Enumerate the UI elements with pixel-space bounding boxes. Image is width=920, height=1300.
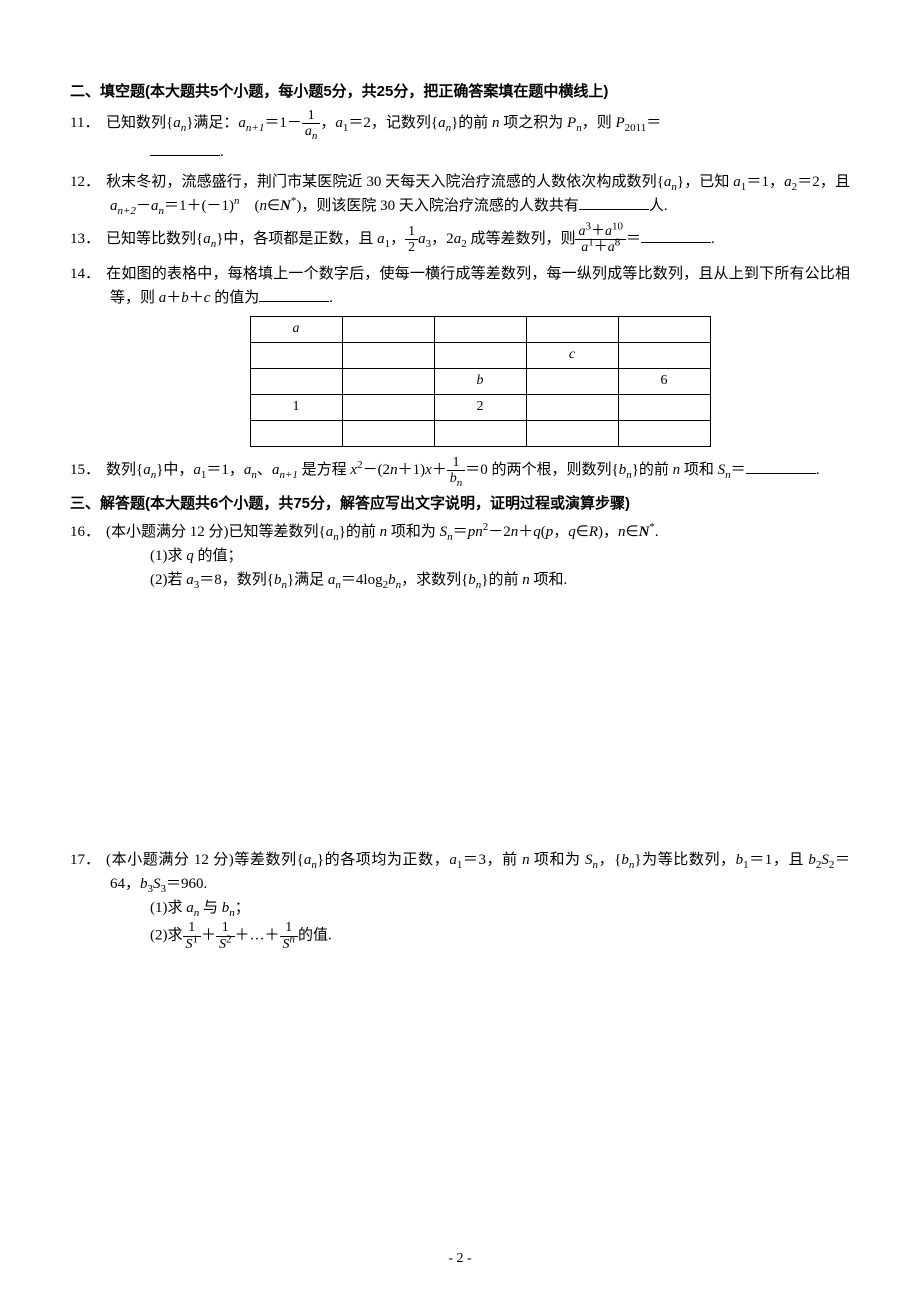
cell-r3c0: 1 [250, 394, 342, 420]
workspace-gap [70, 598, 850, 848]
q17-sub2: (2)求1S1＋1S2＋…＋1Sn的值. [110, 920, 850, 952]
problem-16: 16．(本小题满分 12 分)已知等差数列{an}的前 n 项和为 Sn＝pn2… [70, 520, 850, 592]
section-2-title: 二、填空题(本大题共5个小题，每小题5分，共25分，把正确答案填在题中横线上) [70, 80, 850, 104]
q16-text: (本小题满分 12 分)已知等差数列{an}的前 n 项和为 Sn＝pn2－2n… [106, 524, 659, 540]
problem-11: 11．已知数列{an}满足：an+1＝1－1an，a1＝2，记数列{an}的前 … [70, 108, 850, 164]
cell-r0c0: a [250, 316, 342, 342]
problem-13: 13．已知等比数列{an}中，各项都是正数，且 a1，12a3，2a2 成等差数… [70, 224, 850, 256]
q14-table: a c b 6 1 2 [250, 316, 711, 447]
q12-num: 12． [70, 170, 106, 194]
q15-num: 15． [70, 458, 106, 482]
problem-12: 12．秋末冬初，流感盛行，荆门市某医院近 30 天每天入院治疗流感的人数依次构成… [70, 170, 850, 218]
q16-num: 16． [70, 520, 106, 544]
page-number: - 2 - [0, 1248, 920, 1270]
cell-r1c3: c [526, 342, 618, 368]
q14-blank[interactable] [259, 287, 329, 302]
q11-blank[interactable] [150, 141, 220, 156]
q17-num: 17． [70, 848, 106, 872]
q17-sub1: (1)求 an 与 bn； [110, 896, 850, 920]
q12-text: 秋末冬初，流感盛行，荆门市某医院近 30 天每天入院治疗流感的人数依次构成数列{… [106, 174, 850, 214]
cell-r2c2: b [434, 368, 526, 394]
q15-blank[interactable] [746, 459, 816, 474]
problem-15: 15．数列{an}中，a1＝1，an、an+1 是方程 x2－(2n＋1)x＋1… [70, 455, 850, 487]
q11-num: 11． [70, 111, 106, 135]
q11-text: 已知数列{an}满足：an+1＝1－1an，a1＝2，记数列{an}的前 n 项… [106, 115, 661, 131]
q13-text: 已知等比数列{an}中，各项都是正数，且 a1，12a3，2a2 成等差数列，则… [106, 231, 715, 247]
section-3-title: 三、解答题(本大题共6个小题，共75分，解答应写出文字说明，证明过程或演算步骤) [70, 492, 850, 516]
q12-blank[interactable] [579, 195, 649, 210]
q13-blank[interactable] [641, 228, 711, 243]
q14-text: 在如图的表格中，每格填上一个数字后，使每一横行成等差数列，每一纵列成等比数列，且… [106, 266, 850, 306]
cell-r3c2: 2 [434, 394, 526, 420]
q16-sub1: (1)求 q 的值； [110, 544, 850, 568]
q16-sub2: (2)若 a3＝8，数列{bn}满足 an＝4log2bn，求数列{bn}的前 … [110, 568, 850, 592]
q14-num: 14． [70, 262, 106, 286]
q17-text: (本小题满分 12 分)等差数列{an}的各项均为正数，a1＝3，前 n 项和为… [106, 852, 850, 892]
problem-14: 14．在如图的表格中，每格填上一个数字后，使每一横行成等差数列，每一纵列成等比数… [70, 262, 850, 447]
problem-17: 17．(本小题满分 12 分)等差数列{an}的各项均为正数，a1＝3，前 n … [70, 848, 850, 952]
cell-r2c4: 6 [618, 368, 710, 394]
q15-text: 数列{an}中，a1＝1，an、an+1 是方程 x2－(2n＋1)x＋1bn＝… [106, 462, 819, 478]
q13-num: 13． [70, 227, 106, 251]
